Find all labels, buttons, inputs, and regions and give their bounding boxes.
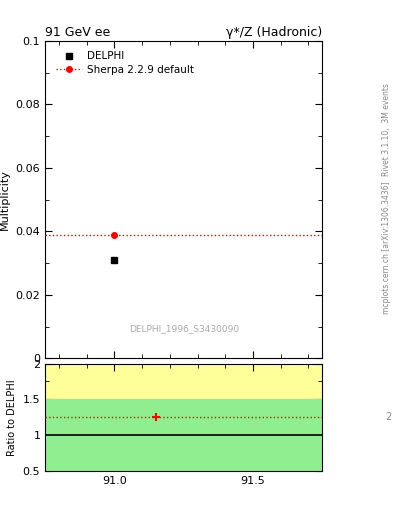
Y-axis label: Ratio to DELPHI: Ratio to DELPHI — [7, 379, 17, 456]
Text: DELPHI_1996_S3430090: DELPHI_1996_S3430090 — [129, 324, 239, 333]
Text: Rivet 3.1.10,  3M events: Rivet 3.1.10, 3M events — [382, 83, 391, 176]
Y-axis label: Multiplicity: Multiplicity — [0, 169, 10, 230]
Text: 91 GeV ee: 91 GeV ee — [45, 27, 110, 39]
Text: mcplots.cern.ch [arXiv:1306.3436]: mcplots.cern.ch [arXiv:1306.3436] — [382, 181, 391, 314]
Legend: DELPHI, Sherpa 2.2.9 default: DELPHI, Sherpa 2.2.9 default — [50, 46, 199, 80]
Text: 2: 2 — [385, 412, 391, 422]
Text: γ*/Z (Hadronic): γ*/Z (Hadronic) — [226, 27, 322, 39]
Bar — [45, 399, 322, 471]
